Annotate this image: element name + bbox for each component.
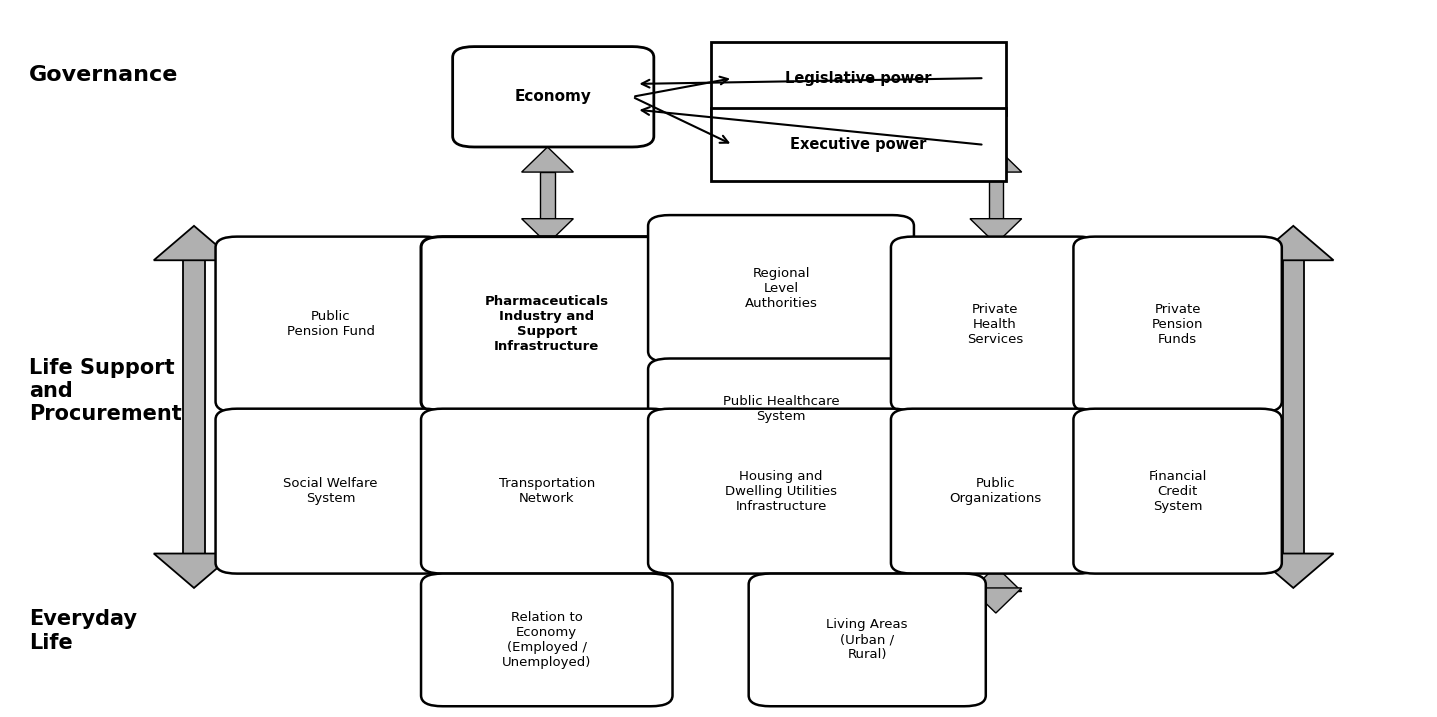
FancyBboxPatch shape [421, 409, 673, 574]
FancyBboxPatch shape [711, 108, 1006, 181]
Polygon shape [522, 588, 573, 613]
Polygon shape [970, 588, 1022, 613]
FancyBboxPatch shape [216, 237, 445, 412]
FancyBboxPatch shape [453, 47, 654, 147]
FancyBboxPatch shape [648, 409, 914, 574]
FancyBboxPatch shape [648, 358, 914, 459]
Text: Financial
Credit
System: Financial Credit System [1148, 470, 1207, 513]
Text: Governance: Governance [29, 65, 178, 85]
FancyBboxPatch shape [648, 215, 914, 362]
Text: Legislative power: Legislative power [786, 71, 931, 85]
FancyBboxPatch shape [1073, 237, 1282, 412]
Text: Regional
Level
Authorities: Regional Level Authorities [744, 267, 818, 310]
Text: Public Healthcare
System: Public Healthcare System [723, 394, 839, 423]
Text: Life Support
and
Procurement: Life Support and Procurement [29, 358, 181, 424]
FancyBboxPatch shape [421, 237, 673, 412]
Polygon shape [989, 588, 1003, 592]
Text: Economy: Economy [514, 90, 592, 104]
Polygon shape [1253, 226, 1334, 260]
Text: Public
Organizations: Public Organizations [948, 477, 1042, 505]
Text: Living Areas
(Urban /
Rural): Living Areas (Urban / Rural) [826, 619, 908, 661]
FancyBboxPatch shape [711, 42, 1006, 115]
Polygon shape [184, 260, 205, 554]
Text: Public
Pension Fund: Public Pension Fund [286, 310, 375, 338]
Polygon shape [154, 226, 234, 260]
Text: Housing and
Dwelling Utilities
Infrastructure: Housing and Dwelling Utilities Infrastru… [726, 470, 836, 513]
Polygon shape [522, 147, 573, 172]
Text: Private
Health
Services: Private Health Services [967, 303, 1023, 346]
Polygon shape [970, 566, 1022, 592]
Polygon shape [522, 566, 573, 592]
Polygon shape [154, 554, 234, 588]
Polygon shape [1253, 554, 1334, 588]
Text: Transportation
Network: Transportation Network [499, 477, 595, 505]
FancyBboxPatch shape [421, 574, 673, 706]
Text: Private
Pension
Funds: Private Pension Funds [1152, 303, 1203, 346]
Text: Executive power: Executive power [790, 138, 927, 152]
Text: Relation to
Economy
(Employed /
Unemployed): Relation to Economy (Employed / Unemploy… [502, 611, 592, 669]
Polygon shape [522, 219, 573, 244]
Text: Everyday
Life: Everyday Life [29, 609, 137, 652]
Text: Social Welfare
System: Social Welfare System [283, 477, 378, 505]
FancyBboxPatch shape [749, 574, 986, 706]
Polygon shape [970, 219, 1022, 244]
Polygon shape [970, 147, 1022, 172]
FancyBboxPatch shape [1073, 409, 1282, 574]
FancyBboxPatch shape [891, 409, 1099, 574]
Polygon shape [1283, 260, 1305, 554]
Polygon shape [540, 172, 555, 219]
FancyBboxPatch shape [216, 409, 445, 574]
Text: Pharmaceuticals
Industry and
Support
Infrastructure: Pharmaceuticals Industry and Support Inf… [484, 295, 609, 353]
Polygon shape [989, 172, 1003, 219]
Polygon shape [540, 588, 555, 592]
FancyBboxPatch shape [891, 237, 1099, 412]
